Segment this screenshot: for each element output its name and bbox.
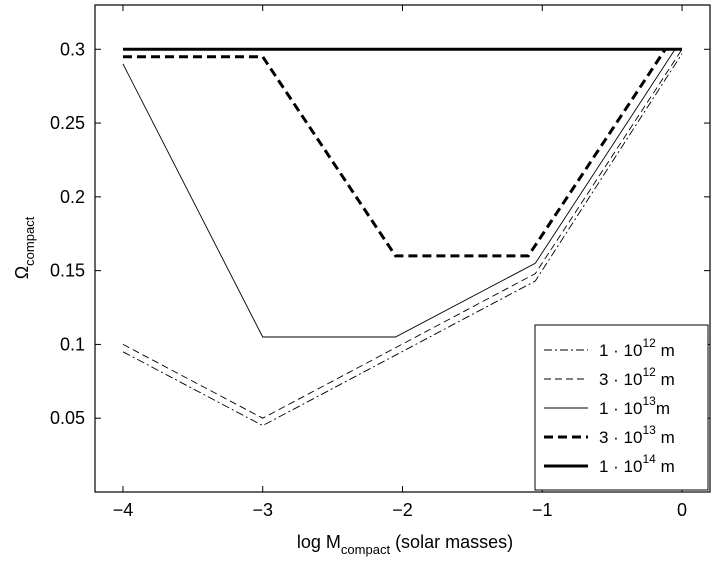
legend-label: 1 · 1013m [599,394,670,418]
series-layer [122,47,683,427]
x-tick-label: −3 [252,500,273,520]
y-tick-label: 0.1 [60,334,85,354]
x-tick-label: 0 [677,500,687,520]
tick-labels: −4 −3 −2 −1 0 0.05 0.1 0.15 0.2 0.25 0.3 [50,39,687,520]
legend-label: 3 · 1013 m [599,423,675,447]
y-tick-label: 0.25 [50,113,85,133]
x-tick-label: −2 [392,500,413,520]
y-axis-label: Ωcompact [12,216,37,279]
legend-box [534,324,709,491]
x-tick-label: −4 [113,500,134,520]
legend-label: 3 · 1012 m [599,365,675,389]
series-line-4 [123,48,667,258]
legend-label: 1 · 1014 m [599,452,675,476]
series-line-3 [122,49,676,338]
y-tick-label: 0.15 [50,261,85,281]
plot-frame [94,4,711,493]
legend: 1 · 1012 m 3 · 1012 m 1 · 1013m 3 · 1013 m 1… [534,324,709,491]
series-line-2 [122,49,683,419]
legend-label: 1 · 1012 m [599,336,675,360]
y-tick-label: 0.3 [60,39,85,59]
y-tick-label: 0.05 [50,408,85,428]
y-tick-label: 0.2 [60,187,85,207]
x-axis-label: log Mcompact (solar masses) [297,532,513,557]
x-tick-label: −1 [532,500,553,520]
axis-ticks [95,5,710,492]
